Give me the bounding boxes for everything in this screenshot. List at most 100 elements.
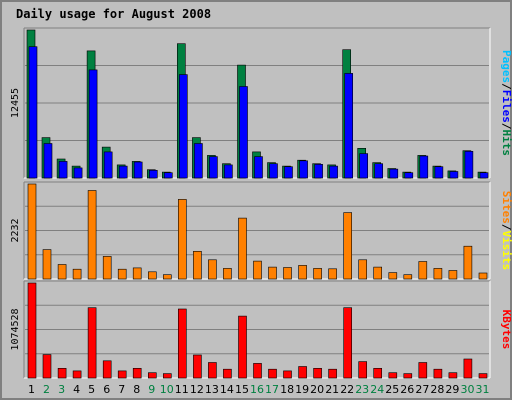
files-bar-day-13	[209, 156, 218, 179]
files-bar-day-30	[464, 151, 474, 179]
legend-item-visits: Visits	[500, 231, 512, 271]
files-bar-day-27	[419, 155, 429, 179]
files-bar-day-21	[329, 165, 338, 179]
kbytes-bar-day-6	[102, 360, 112, 379]
kbytes-bar-day-5	[87, 307, 97, 379]
legend-separator: /	[500, 83, 512, 90]
panel-1: 12455 Pages/Files/Hits	[10, 27, 512, 179]
sites-bar-day-3	[57, 264, 67, 280]
sites-bar-day-9	[148, 271, 157, 280]
kbytes-bar-day-14	[223, 368, 232, 379]
sites-bar-day-15	[238, 217, 247, 280]
sites-bar-day-6	[102, 256, 112, 280]
day-label-4: 4	[73, 383, 80, 396]
kbytes-bar-day-10	[163, 373, 172, 379]
kbytes-bar-day-25	[388, 372, 398, 379]
sites-bar-day-23	[358, 259, 368, 280]
sites-bar-day-25	[388, 272, 398, 280]
day-label-15: 15	[235, 383, 249, 396]
legend-item-sites: Sites	[500, 191, 512, 224]
files-bar-day-31	[479, 172, 489, 179]
day-label-21: 21	[325, 383, 339, 396]
files-bar-day-4	[73, 167, 83, 179]
sites-bar-day-27	[418, 261, 428, 280]
panel-legend: Pages/Files/Hits	[500, 50, 512, 156]
sites-bar-day-16	[253, 260, 262, 280]
sites-bar-day-7	[117, 268, 127, 280]
files-bar-day-20	[314, 164, 323, 179]
files-bar-day-19	[299, 160, 308, 179]
kbytes-bar-day-7	[117, 370, 127, 379]
legend-item-files: Files	[500, 90, 512, 123]
panel-3: 1074528 KBytes	[10, 280, 512, 379]
day-label-20: 20	[310, 383, 324, 396]
day-label-17: 17	[265, 383, 279, 396]
kbytes-bar-day-20	[313, 367, 322, 379]
day-label-23: 23	[355, 383, 369, 396]
panel-max-label: 12455	[10, 88, 21, 118]
day-label-6: 6	[103, 383, 110, 396]
kbytes-bar-day-1	[27, 282, 37, 379]
day-label-25: 25	[385, 383, 399, 396]
sites-bar-day-31	[478, 272, 488, 280]
files-bar-day-28	[434, 166, 444, 179]
day-label-19: 19	[295, 383, 309, 396]
kbytes-bar-day-8	[132, 367, 142, 379]
sites-bar-day-26	[403, 274, 413, 280]
kbytes-bar-day-21	[328, 368, 337, 379]
files-bar-day-26	[404, 172, 414, 179]
kbytes-bar-day-30	[463, 358, 473, 379]
files-bar-day-15	[239, 86, 248, 179]
sites-bar-day-21	[328, 268, 337, 280]
files-bar-day-11	[179, 74, 188, 179]
sites-bar-day-14	[223, 268, 232, 280]
kbytes-bar-day-16	[253, 363, 262, 379]
day-label-2: 2	[43, 383, 50, 396]
kbytes-bar-day-24	[373, 367, 383, 379]
day-label-26: 26	[400, 383, 414, 396]
sites-bar-day-13	[208, 259, 217, 280]
sites-bar-day-20	[313, 268, 322, 280]
legend-item-pages: Pages	[500, 50, 512, 83]
files-bar-day-3	[58, 161, 68, 179]
files-bar-day-12	[194, 143, 203, 179]
sites-bar-day-1	[27, 183, 37, 280]
day-label-10: 10	[160, 383, 174, 396]
day-label-1: 1	[28, 383, 35, 396]
legend-item-kbytes: KBytes	[500, 310, 512, 350]
day-label-29: 29	[445, 383, 459, 396]
day-label-14: 14	[220, 383, 234, 396]
sites-bar-day-30	[463, 245, 473, 280]
sites-bar-day-22	[343, 212, 353, 280]
sites-bar-day-2	[42, 249, 52, 280]
kbytes-bar-day-2	[42, 354, 52, 379]
day-label-16: 16	[250, 383, 264, 396]
panel-2: 2232 Sites/Visits	[10, 181, 512, 280]
day-label-3: 3	[58, 383, 65, 396]
kbytes-bar-day-18	[283, 370, 292, 379]
kbytes-bar-day-11	[178, 308, 187, 379]
files-bar-day-22	[344, 73, 354, 179]
files-bar-day-14	[224, 164, 233, 179]
day-label-18: 18	[280, 383, 294, 396]
chart-title: Daily usage for August 2008	[16, 7, 211, 21]
day-label-30: 30	[461, 383, 475, 396]
panel-max-label: 1074528	[10, 308, 21, 350]
kbytes-bar-day-13	[208, 362, 217, 379]
kbytes-bar-day-19	[298, 366, 307, 379]
sites-bar-day-24	[373, 266, 383, 280]
files-bar-day-18	[284, 166, 293, 179]
sites-bar-day-5	[87, 190, 97, 280]
day-label-12: 12	[190, 383, 204, 396]
sites-bar-day-11	[178, 199, 187, 280]
kbytes-bar-day-22	[343, 307, 353, 379]
sites-bar-day-19	[298, 265, 307, 280]
files-bar-day-8	[133, 161, 143, 179]
files-bar-day-6	[103, 151, 113, 179]
files-bar-day-29	[449, 171, 459, 179]
day-label-27: 27	[415, 383, 429, 396]
day-label-8: 8	[133, 383, 140, 396]
